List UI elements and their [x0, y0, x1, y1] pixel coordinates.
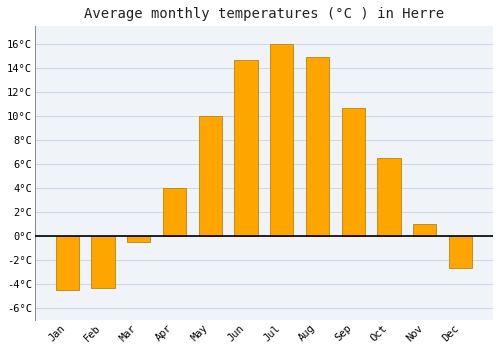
Bar [234, 60, 258, 236]
Bar [270, 44, 293, 236]
Bar [378, 158, 400, 236]
Bar [163, 188, 186, 236]
Bar [198, 116, 222, 236]
Bar [306, 57, 329, 236]
Bar [92, 236, 114, 288]
Bar [56, 236, 79, 290]
Title: Average monthly temperatures (°C ) in Herre: Average monthly temperatures (°C ) in He… [84, 7, 444, 21]
Bar [449, 236, 472, 268]
Bar [127, 236, 150, 242]
Bar [413, 224, 436, 236]
Bar [342, 108, 365, 236]
